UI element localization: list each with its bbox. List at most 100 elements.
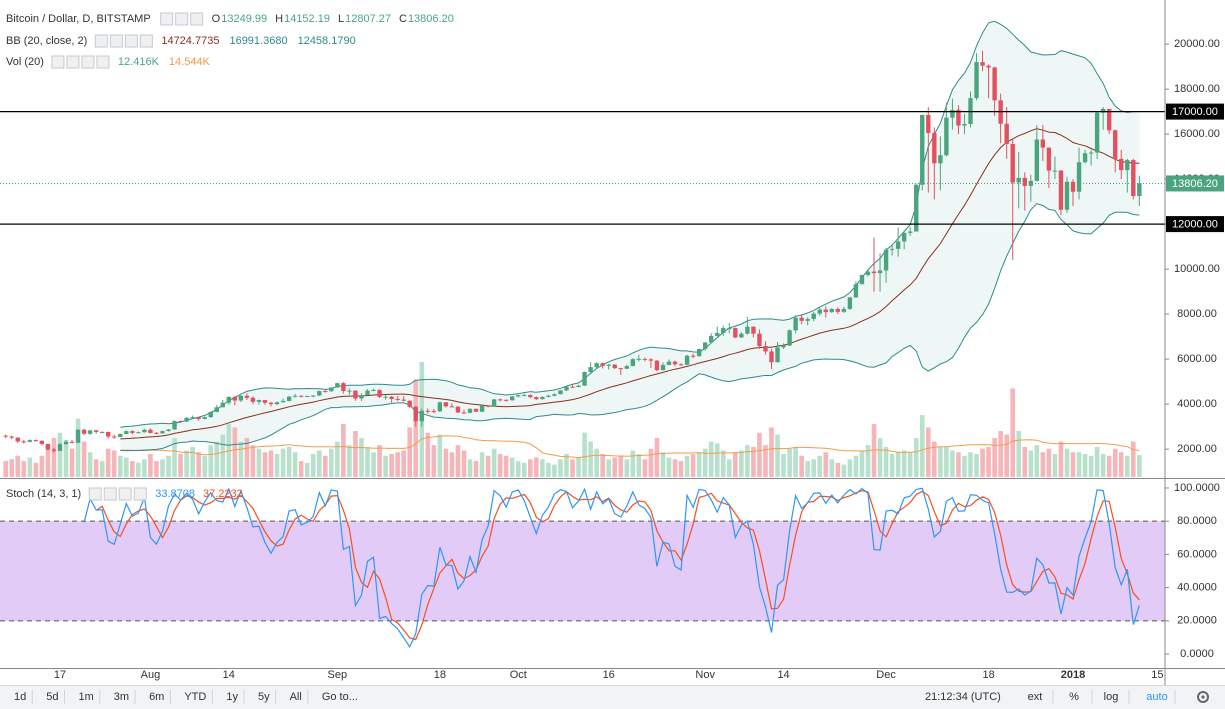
gear[interactable] [1197,691,1209,703]
volume-bar [111,450,117,477]
legend-icon[interactable] [118,487,132,501]
legend-icon[interactable] [96,55,110,69]
candle-body [570,386,575,388]
range-button[interactable]: 5d [46,691,58,703]
volume-bar [829,459,835,477]
candle-body [696,348,702,357]
candle-body [926,114,931,133]
level-tag [1166,103,1224,120]
y-tick-label: 8000.00 [1177,308,1217,320]
volume-bar [232,427,238,477]
volume-bar [1064,448,1070,477]
volume-bar [612,457,618,477]
volume-bar [811,459,817,477]
candle-body [467,408,473,413]
x-tick-label: 14 [223,669,235,681]
volume-bar [383,455,388,477]
legend-icon[interactable] [66,55,80,69]
legend-icon[interactable] [81,55,95,69]
legend-icon[interactable] [175,12,189,26]
candle-body [45,443,51,450]
range-button[interactable]: 3m [114,691,129,703]
candle-body [268,402,274,405]
candle-body [87,430,93,434]
candle-body [817,309,822,314]
volume-bar [883,446,889,477]
legend-icon[interactable] [124,34,138,48]
legend-icon[interactable] [133,487,147,501]
candle-body [1100,108,1106,113]
range-button[interactable]: 6m [149,691,164,703]
legend-icon[interactable] [139,34,153,48]
x-tick-label: Nov [695,669,715,681]
candle-body [757,333,762,347]
legend-text: L [338,13,344,25]
candle-body [81,429,87,434]
candle-body [895,241,901,249]
gear-center[interactable] [1201,695,1205,699]
range-button[interactable]: 1m [79,691,94,703]
range-button[interactable]: YTD [184,691,206,703]
candle-body [624,366,629,369]
candle-body [914,184,919,232]
legend-icon[interactable] [109,34,123,48]
volume-bar [347,445,352,477]
candle-body [305,396,310,397]
candle-body [660,364,666,371]
volume-bar [341,423,346,477]
candle-body [1137,183,1142,196]
range-button[interactable]: 1y [226,691,238,703]
range-button[interactable]: All [290,691,302,703]
volume-bar [497,454,503,477]
volume-bar [986,446,991,477]
volume-bar [9,459,15,477]
settings-icon[interactable] [1197,691,1209,703]
legend-icon[interactable] [88,487,102,501]
candle-body [1022,177,1027,186]
candle-body [75,429,81,443]
volume-bar [919,415,925,477]
option-button[interactable]: ext [1028,691,1043,703]
y-tick-label: 20000.00 [1174,38,1220,50]
volume-bar [889,454,895,477]
option-button[interactable]: auto [1146,691,1167,703]
candle-body [678,364,684,366]
candle-body [1082,153,1088,163]
volume-bar [93,459,99,477]
candle-body [178,420,183,422]
candle-body [491,399,497,407]
range-button[interactable]: 1d [14,691,26,703]
volume-bar [871,423,877,477]
candle-body [359,395,364,399]
volume-bar [1118,452,1124,477]
range-button[interactable]: 5y [258,691,270,703]
volume-bar [455,445,461,477]
legend-icon[interactable] [94,34,108,48]
candle-body [449,406,455,408]
candle-body [835,308,841,312]
candle-body [588,367,593,372]
legend-icon[interactable] [103,487,117,501]
candle-body [33,440,39,442]
candle-body [323,391,328,393]
candle-body [329,387,334,392]
volume-bar [588,441,593,477]
option-button[interactable]: log [1104,691,1119,703]
candle-body [950,109,955,118]
legend-icon[interactable] [51,55,65,69]
legend-icon[interactable] [160,12,174,26]
volume-bar [932,441,937,477]
option-button[interactable]: % [1069,691,1079,703]
goto-button[interactable]: Go to... [322,691,358,703]
stoch-y-tick-label: 0.0000 [1180,648,1214,660]
volume-bar [1046,448,1052,477]
volume-bar [105,448,111,477]
legend-icon[interactable] [190,12,204,26]
y-tick-label: 18000.00 [1174,83,1220,95]
legend-text: O [212,13,221,25]
axis-layer: 2000.00 4000.00 6000.00 8000.00 10000.00 1200… [0,0,1225,685]
volume-bar [998,431,1003,477]
volume-bar [690,454,696,477]
x-tick-label: 16 [603,669,615,681]
